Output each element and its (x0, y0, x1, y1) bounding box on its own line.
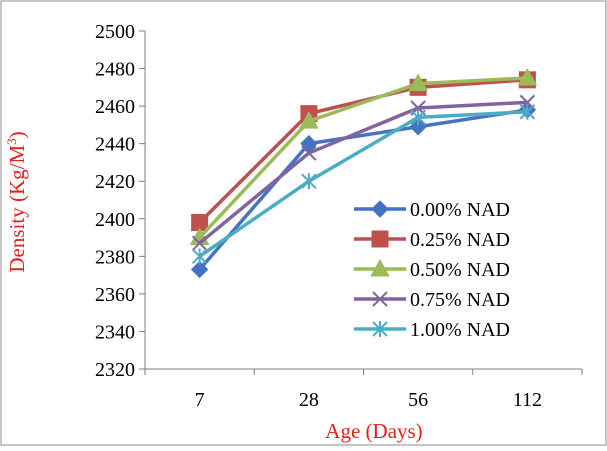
series-line (198, 108, 528, 271)
y-axis-label-main: Density (Kg/M (5, 145, 29, 273)
legend-marker (371, 200, 389, 218)
data-point (517, 67, 538, 86)
legend-item: 0.25% NAD (354, 229, 510, 251)
x-axis-ticks: 7 28 56 112 (144, 369, 583, 411)
y-tick-label: 2360 (95, 284, 135, 306)
y-axis-label-superscript: 3 (4, 138, 19, 145)
data-point (519, 103, 536, 120)
legend: 0.00% NAD 0.25% NAD 0.50% NAD 0.75% NAD 1.00… (354, 199, 510, 341)
series-line (198, 100, 528, 245)
series-layer (189, 67, 538, 279)
y-tick-label: 2480 (95, 59, 135, 81)
legend-item: 1.00% NAD (354, 319, 510, 341)
data-point (191, 235, 208, 251)
legend-item: 0.75% NAD (354, 289, 510, 311)
y-tick-label: 2460 (95, 96, 135, 118)
series-line (198, 78, 528, 224)
y-axis-label-close: ) (5, 131, 29, 138)
legend-item: 0.50% NAD (354, 258, 510, 281)
legend-label: 0.50% NAD (410, 259, 510, 281)
legend-item: 0.00% NAD (354, 199, 510, 221)
legend-label: 1.00% NAD (410, 319, 510, 341)
legend-label: 0.75% NAD (410, 289, 510, 311)
data-point (301, 173, 317, 190)
data-point (191, 248, 208, 265)
y-tick-label: 2500 (95, 21, 135, 43)
y-tick-label: 2380 (95, 246, 135, 268)
y-axis-ticks: 2320 2340 2360 2380 2400 2420 2440 2460 2480 2500 (95, 21, 145, 381)
y-tick-label: 2400 (95, 209, 135, 231)
y-tick-label: 2340 (95, 321, 135, 343)
legend-marker (370, 258, 390, 277)
data-point (190, 260, 209, 279)
series-4 (191, 94, 536, 251)
legend-label: 0.25% NAD (410, 229, 510, 251)
series-line (198, 76, 528, 239)
y-axis-label: Density (Kg/M3) (4, 131, 29, 272)
legend-marker (372, 321, 388, 337)
data-point (408, 73, 428, 92)
x-tick-label: 112 (513, 389, 542, 411)
x-axis-label: Age (Days) (325, 419, 422, 443)
series-5 (191, 103, 536, 265)
legend-marker (372, 291, 388, 307)
legend-label: 0.00% NAD (410, 199, 510, 221)
data-point (410, 109, 426, 126)
data-point (299, 111, 319, 129)
y-tick-label: 2320 (95, 359, 135, 381)
y-tick-label: 2440 (95, 134, 135, 156)
data-point (301, 145, 317, 161)
x-tick-label: 7 (195, 389, 205, 411)
y-tick-label: 2420 (95, 171, 135, 193)
x-tick-label: 28 (299, 389, 319, 411)
series-line (198, 109, 528, 258)
x-tick-label: 56 (408, 389, 428, 411)
legend-marker (371, 230, 389, 248)
